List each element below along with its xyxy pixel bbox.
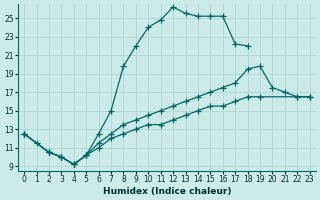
X-axis label: Humidex (Indice chaleur): Humidex (Indice chaleur) <box>103 187 231 196</box>
